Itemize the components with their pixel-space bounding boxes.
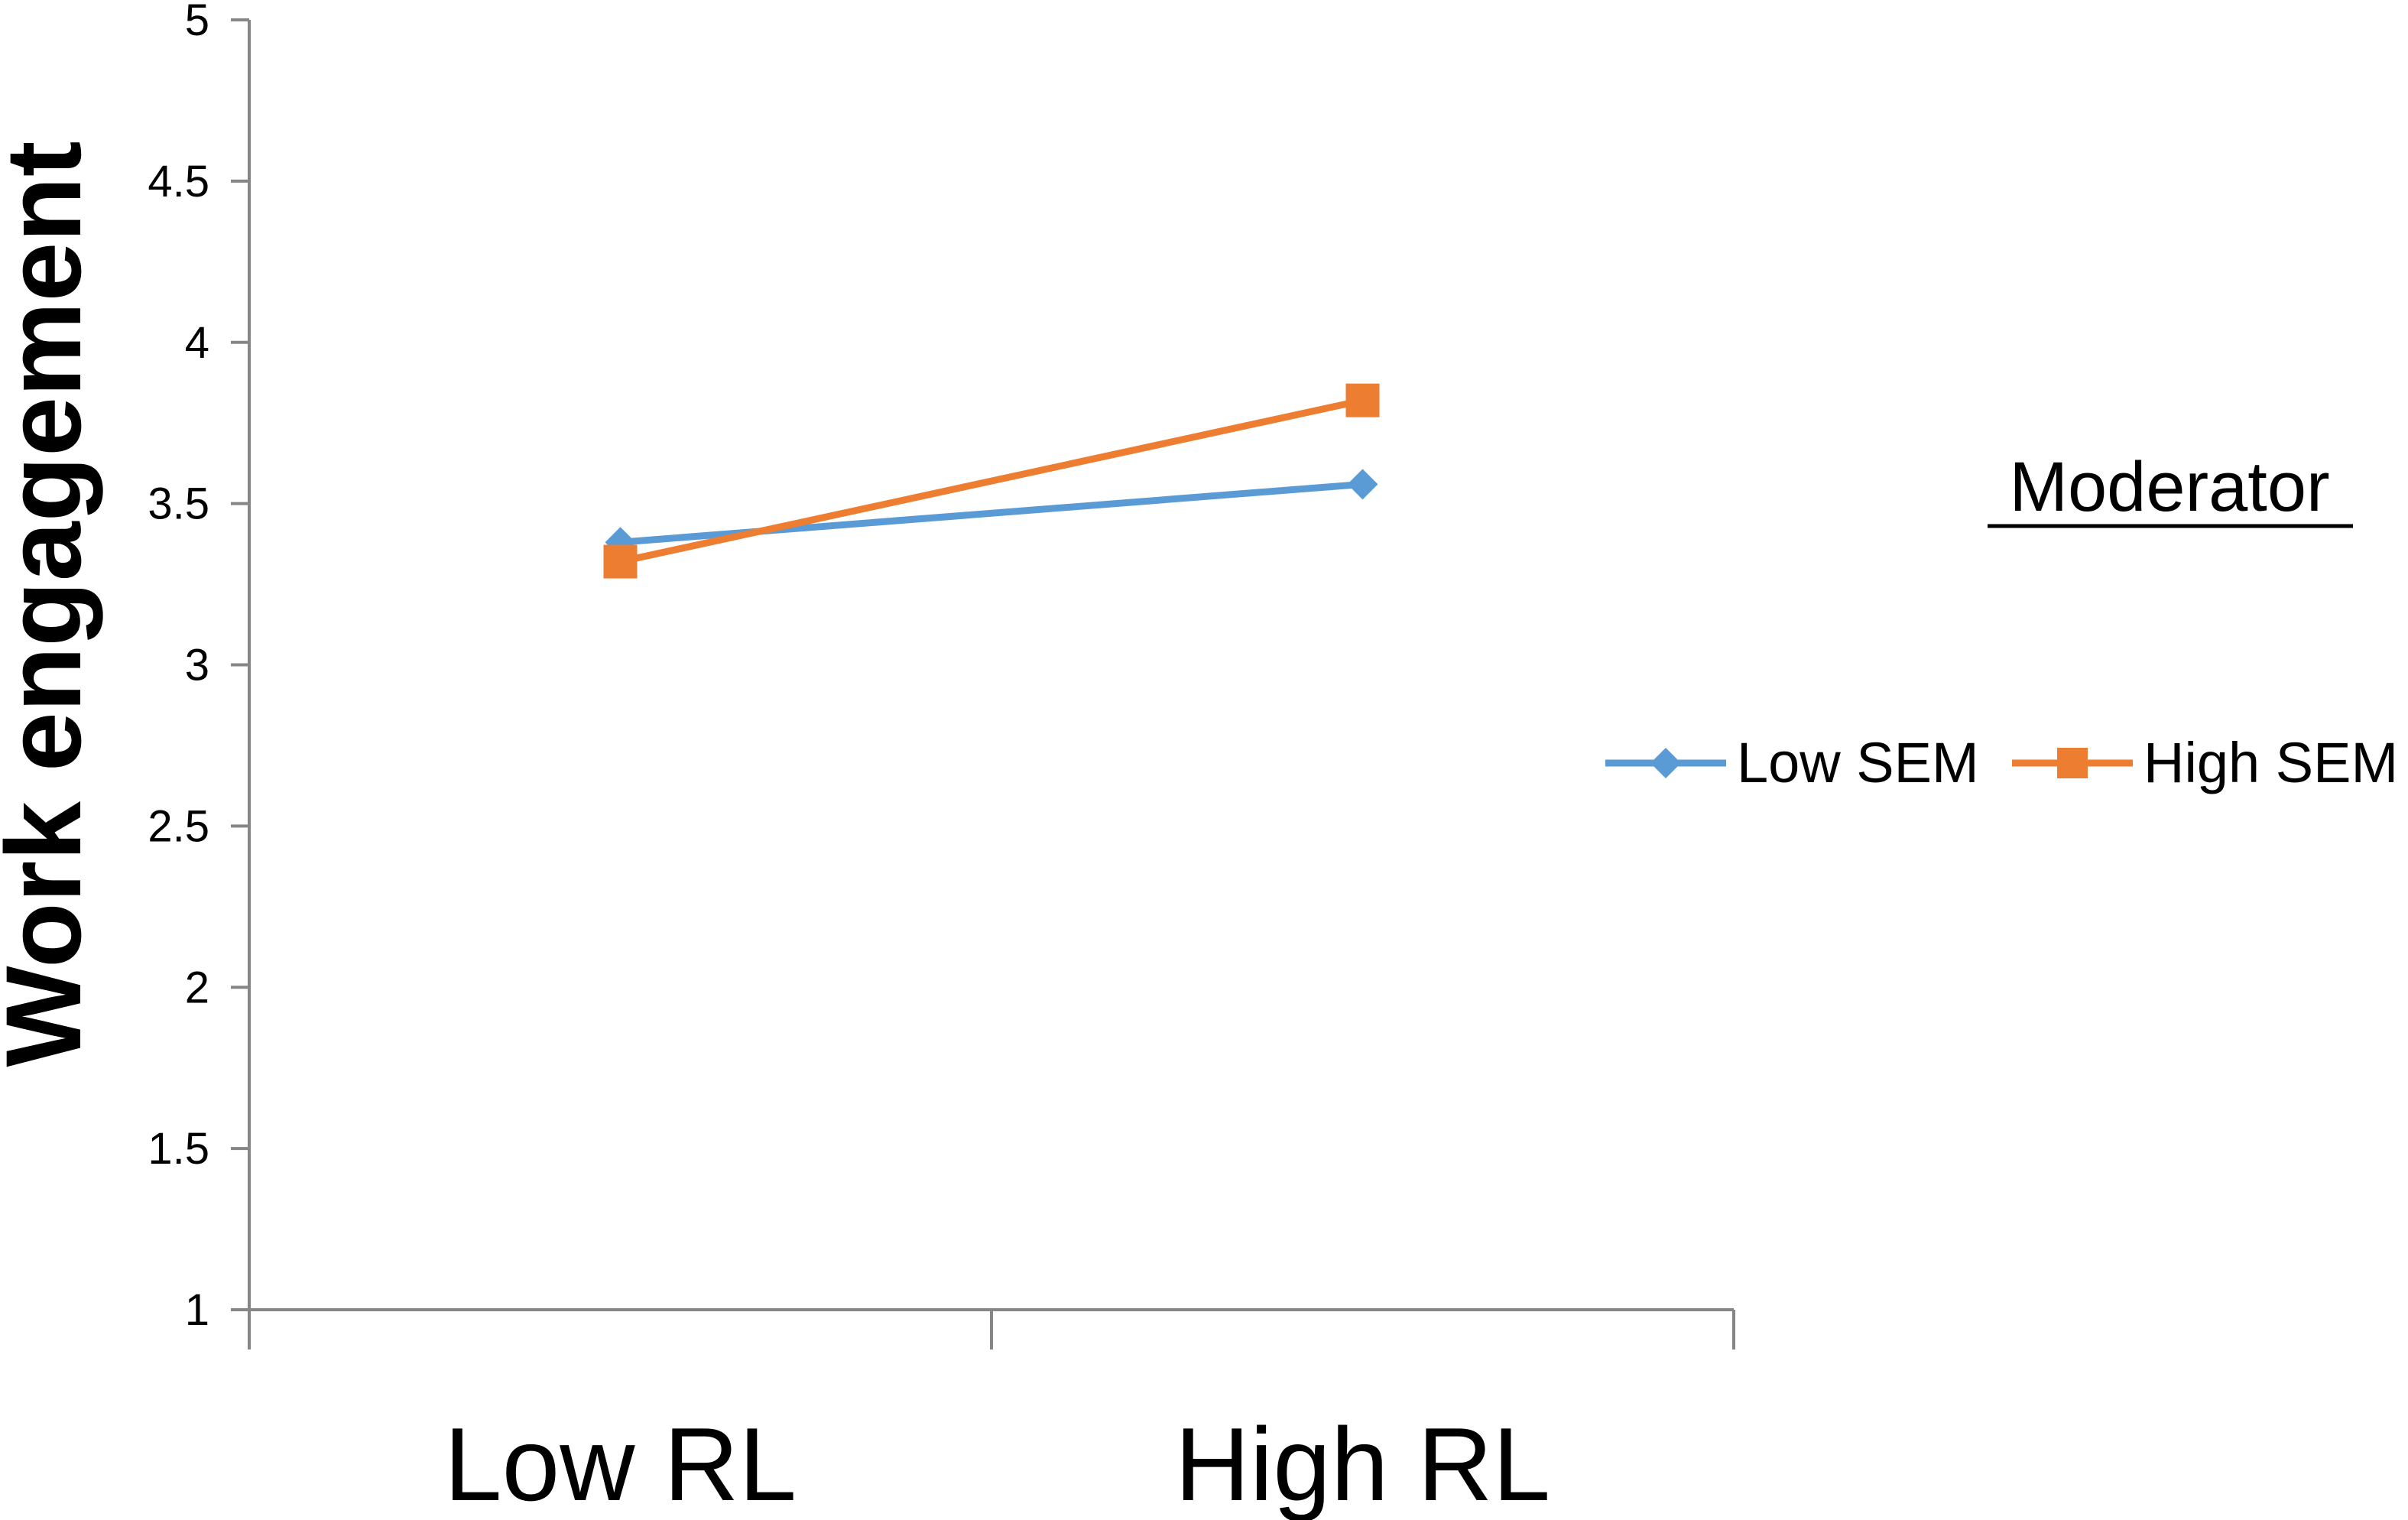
series-layer bbox=[603, 383, 1380, 579]
y-tick-label: 1 bbox=[185, 1285, 209, 1335]
legend-entry-high-sem: High SEM bbox=[2012, 731, 2398, 794]
data-point-low-sem bbox=[1347, 469, 1378, 500]
y-tick-label: 4 bbox=[185, 318, 209, 368]
legend: Moderator Low SEM High SEM bbox=[1605, 448, 2398, 794]
y-tick-label: 3 bbox=[185, 641, 209, 690]
legend-marker-low-sem bbox=[1650, 748, 1681, 778]
y-ticks: 1 1.5 2 2.5 3 3.5 4 4.5 5 bbox=[148, 0, 249, 1335]
series-line-high-sem bbox=[619, 397, 1364, 565]
legend-label-low-sem: Low SEM bbox=[1737, 731, 1979, 794]
y-tick-label: 2 bbox=[185, 963, 209, 1012]
y-tick-label: 4.5 bbox=[148, 157, 209, 206]
legend-marker-high-sem bbox=[2057, 748, 2088, 778]
y-tick-label: 2.5 bbox=[148, 801, 209, 851]
legend-label-high-sem: High SEM bbox=[2144, 731, 2398, 794]
x-category-label: Low RL bbox=[444, 1406, 797, 1520]
legend-entry-low-sem: Low SEM bbox=[1605, 731, 1979, 794]
x-category-label: High RL bbox=[1175, 1406, 1550, 1520]
series-line-low-sem bbox=[620, 480, 1363, 546]
legend-title: Moderator bbox=[2009, 448, 2329, 526]
data-point-high-sem bbox=[1345, 383, 1380, 417]
y-axis-title: Work engagement bbox=[0, 141, 103, 1067]
y-tick-label: 5 bbox=[185, 0, 209, 45]
y-tick-label: 1.5 bbox=[148, 1124, 209, 1174]
y-tick-label: 3.5 bbox=[148, 479, 209, 529]
x-ticks: Low RL High RL bbox=[248, 1310, 1735, 1520]
data-point-high-sem bbox=[603, 544, 638, 579]
